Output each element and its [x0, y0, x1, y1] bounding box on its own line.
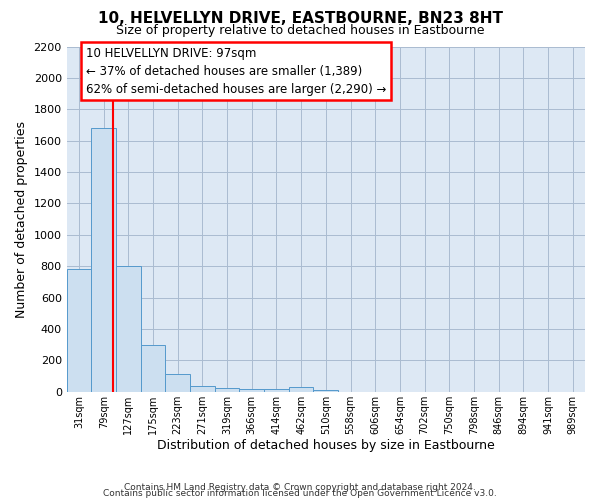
Bar — [239, 388, 264, 392]
Bar — [289, 387, 313, 392]
X-axis label: Distribution of detached houses by size in Eastbourne: Distribution of detached houses by size … — [157, 440, 495, 452]
Text: Contains HM Land Registry data © Crown copyright and database right 2024.: Contains HM Land Registry data © Crown c… — [124, 482, 476, 492]
Text: Size of property relative to detached houses in Eastbourne: Size of property relative to detached ho… — [116, 24, 484, 37]
Bar — [313, 390, 338, 392]
Text: 10 HELVELLYN DRIVE: 97sqm
← 37% of detached houses are smaller (1,389)
62% of se: 10 HELVELLYN DRIVE: 97sqm ← 37% of detac… — [86, 46, 386, 96]
Text: Contains public sector information licensed under the Open Government Licence v3: Contains public sector information licen… — [103, 490, 497, 498]
Bar — [141, 346, 166, 392]
Bar — [116, 266, 141, 392]
Bar — [264, 390, 289, 392]
Bar — [190, 386, 215, 392]
Bar — [91, 128, 116, 392]
Text: 10, HELVELLYN DRIVE, EASTBOURNE, BN23 8HT: 10, HELVELLYN DRIVE, EASTBOURNE, BN23 8H… — [97, 11, 503, 26]
Y-axis label: Number of detached properties: Number of detached properties — [15, 120, 28, 318]
Bar — [166, 374, 190, 392]
Bar — [67, 270, 91, 392]
Bar — [215, 388, 239, 392]
